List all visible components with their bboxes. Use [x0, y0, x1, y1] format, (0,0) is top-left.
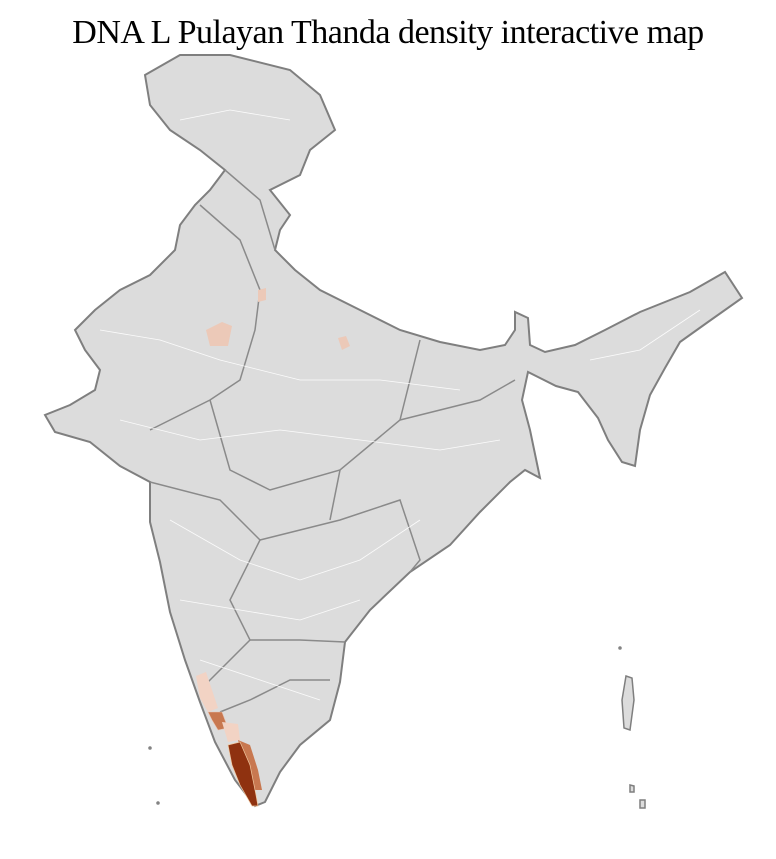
- region-kerala-high[interactable]: [227, 741, 259, 807]
- region-coastal-mid[interactable]: [207, 711, 229, 731]
- india-outline[interactable]: [43, 54, 744, 808]
- region-low-2[interactable]: [222, 722, 240, 742]
- district-borders: [99, 109, 701, 701]
- density-regions: [196, 288, 350, 807]
- nicobar-islands-2[interactable]: [639, 799, 646, 809]
- island[interactable]: [618, 646, 622, 650]
- lakshadweep-island[interactable]: [148, 746, 152, 750]
- islands: [148, 646, 646, 809]
- state-borders: [149, 169, 516, 713]
- region-punjab-low[interactable]: [258, 288, 266, 302]
- lakshadweep-island[interactable]: [156, 801, 160, 805]
- map-title: DNA L Pulayan Thanda density interactive…: [72, 14, 704, 51]
- andaman-islands[interactable]: [621, 675, 635, 731]
- nicobar-islands[interactable]: [629, 784, 635, 793]
- region-karnataka-coast-low[interactable]: [196, 672, 218, 712]
- region-up-low[interactable]: [338, 336, 350, 350]
- india-landmass[interactable]: [43, 54, 744, 808]
- region-rajasthan-low[interactable]: [206, 322, 232, 346]
